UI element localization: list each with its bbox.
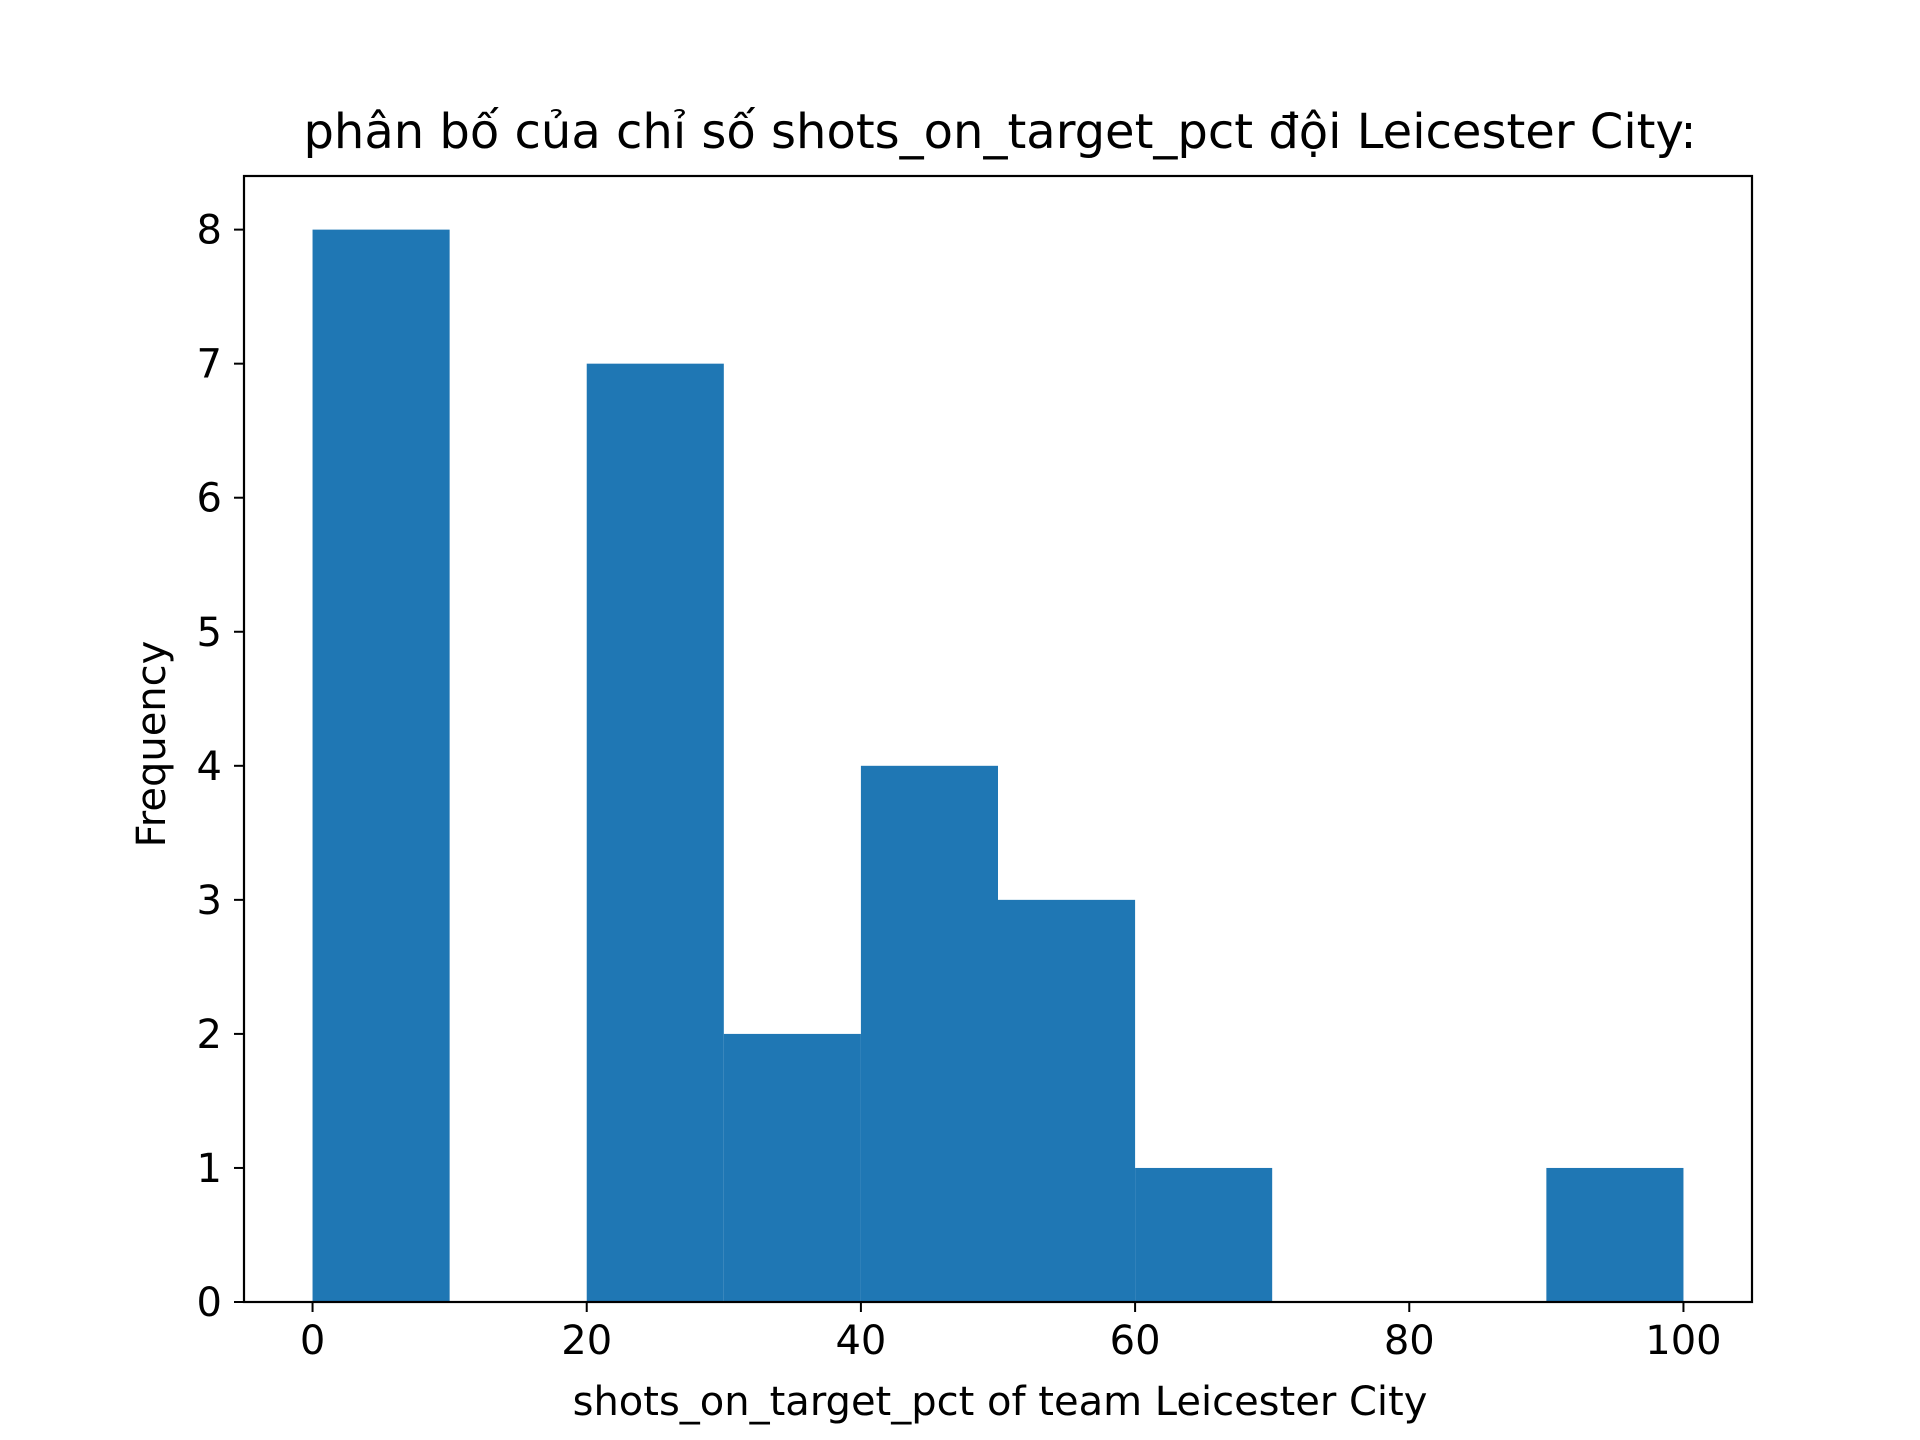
x-tick-label: 0 bbox=[300, 1318, 325, 1364]
y-tick-label: 0 bbox=[197, 1280, 222, 1326]
ticks-layer: 0 20 40 60 80 100 0 1 2 3 4 5 6 7 8 bbox=[197, 208, 1722, 1364]
histogram-bar-60-70 bbox=[1135, 1167, 1273, 1302]
x-axis-label: shots_on_target_pct of team Leicester Ci… bbox=[573, 1379, 1428, 1425]
y-tick-label: 3 bbox=[197, 878, 222, 924]
x-tick-label: 100 bbox=[1645, 1318, 1721, 1364]
histogram-bar-50-60 bbox=[998, 899, 1136, 1302]
histogram-bar-40-50 bbox=[860, 765, 998, 1302]
x-tick-label: 20 bbox=[561, 1318, 612, 1364]
histogram-bar-90-100 bbox=[1546, 1167, 1684, 1302]
y-tick-label: 1 bbox=[197, 1146, 222, 1192]
chart-title: phân bố của chỉ số shots_on_target_pct đ… bbox=[303, 104, 1696, 160]
histogram-bar-20-30 bbox=[586, 363, 724, 1303]
x-tick-label: 60 bbox=[1110, 1318, 1161, 1364]
x-tick-label: 40 bbox=[835, 1318, 886, 1364]
y-tick-label: 2 bbox=[197, 1012, 222, 1058]
y-tick-label: 6 bbox=[197, 476, 222, 522]
histogram-bar-30-40 bbox=[723, 1033, 861, 1302]
y-tick-label: 4 bbox=[197, 744, 222, 790]
plot-frame bbox=[242, 174, 1754, 1304]
y-tick-label: 8 bbox=[197, 208, 222, 254]
y-tick-label: 5 bbox=[197, 610, 222, 656]
bars-layer bbox=[312, 229, 1684, 1303]
y-tick-label: 7 bbox=[197, 342, 222, 388]
histogram-bar-0-10 bbox=[312, 229, 450, 1303]
y-axis-label: Frequency bbox=[129, 641, 175, 848]
x-tick-label: 80 bbox=[1384, 1318, 1435, 1364]
